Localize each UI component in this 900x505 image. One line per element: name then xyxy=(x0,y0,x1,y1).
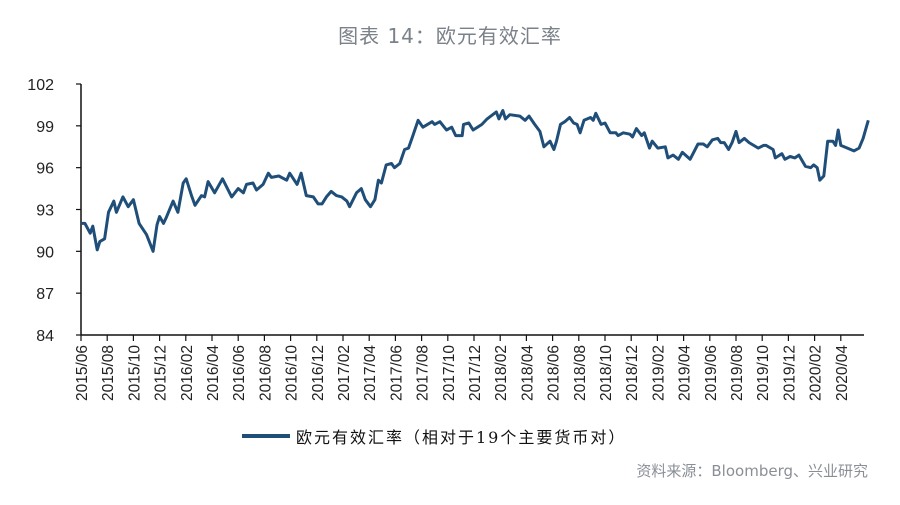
x-tick-label: 2020/02 xyxy=(808,345,825,401)
y-tick-label: 87 xyxy=(36,286,54,303)
x-tick-label: 2018/02 xyxy=(493,345,510,401)
x-tick-label: 2015/06 xyxy=(74,345,91,401)
series-layer xyxy=(80,109,870,253)
x-tick-label: 2020/04 xyxy=(834,345,851,401)
x-tick-label: 2016/10 xyxy=(284,345,301,401)
y-tick-label: 99 xyxy=(36,119,54,136)
chart-title: 图表 14：欧元有效汇率 xyxy=(338,24,562,48)
y-tick-label: 93 xyxy=(36,203,54,220)
legend: 欧元有效汇率（相对于19个主要货币对） xyxy=(242,424,626,448)
x-tick-label: 2016/08 xyxy=(257,345,274,401)
y-tick-label: 84 xyxy=(36,328,54,345)
x-tick-label: 2019/04 xyxy=(677,345,694,401)
x-tick-label: 2017/02 xyxy=(336,345,353,401)
x-tick-label: 2018/06 xyxy=(546,345,563,401)
y-tick-label: 102 xyxy=(27,77,54,94)
x-tick-label: 2019/10 xyxy=(755,345,772,401)
x-tick-label: 2019/08 xyxy=(729,345,746,401)
x-tick-label: 2017/04 xyxy=(362,345,379,401)
x-tick-label: 2016/02 xyxy=(179,345,196,401)
x-tick-label: 2019/12 xyxy=(781,345,798,401)
y-axis: 84 87 90 93 96 99 102 xyxy=(27,77,82,345)
x-tick-label: 2016/06 xyxy=(231,345,248,401)
x-tick-label: 2016/04 xyxy=(205,345,222,401)
source-note: 资料来源：Bloomberg、兴业研究 xyxy=(636,462,868,480)
x-tick-label: 2018/10 xyxy=(598,345,615,401)
x-axis: 2015/06 2015/08 2015/10 2015/12 2016/02 2016/… xyxy=(74,334,864,401)
x-tick-label: 2018/12 xyxy=(624,345,641,401)
x-tick-label: 2016/12 xyxy=(310,345,327,401)
y-tick-label: 90 xyxy=(36,244,54,261)
legend-swatch xyxy=(242,434,290,438)
x-tick-label: 2018/04 xyxy=(519,345,536,401)
x-tick-label: 2017/10 xyxy=(441,345,458,401)
x-tick-label: 2018/08 xyxy=(572,345,589,401)
y-tick-label: 96 xyxy=(36,161,54,178)
x-tick-label: 2015/08 xyxy=(100,345,117,401)
legend-label: 欧元有效汇率（相对于19个主要货币对） xyxy=(296,428,627,447)
x-tick-label: 2019/02 xyxy=(650,345,667,401)
x-tick-label: 2015/10 xyxy=(126,345,143,401)
series-line xyxy=(81,109,870,253)
x-tick-label: 2015/12 xyxy=(153,345,170,401)
x-tick-label: 2019/06 xyxy=(703,345,720,401)
x-tick-label: 2017/06 xyxy=(388,345,405,401)
x-tick-label: 2017/12 xyxy=(467,345,484,401)
x-tick-label: 2017/08 xyxy=(415,345,432,401)
